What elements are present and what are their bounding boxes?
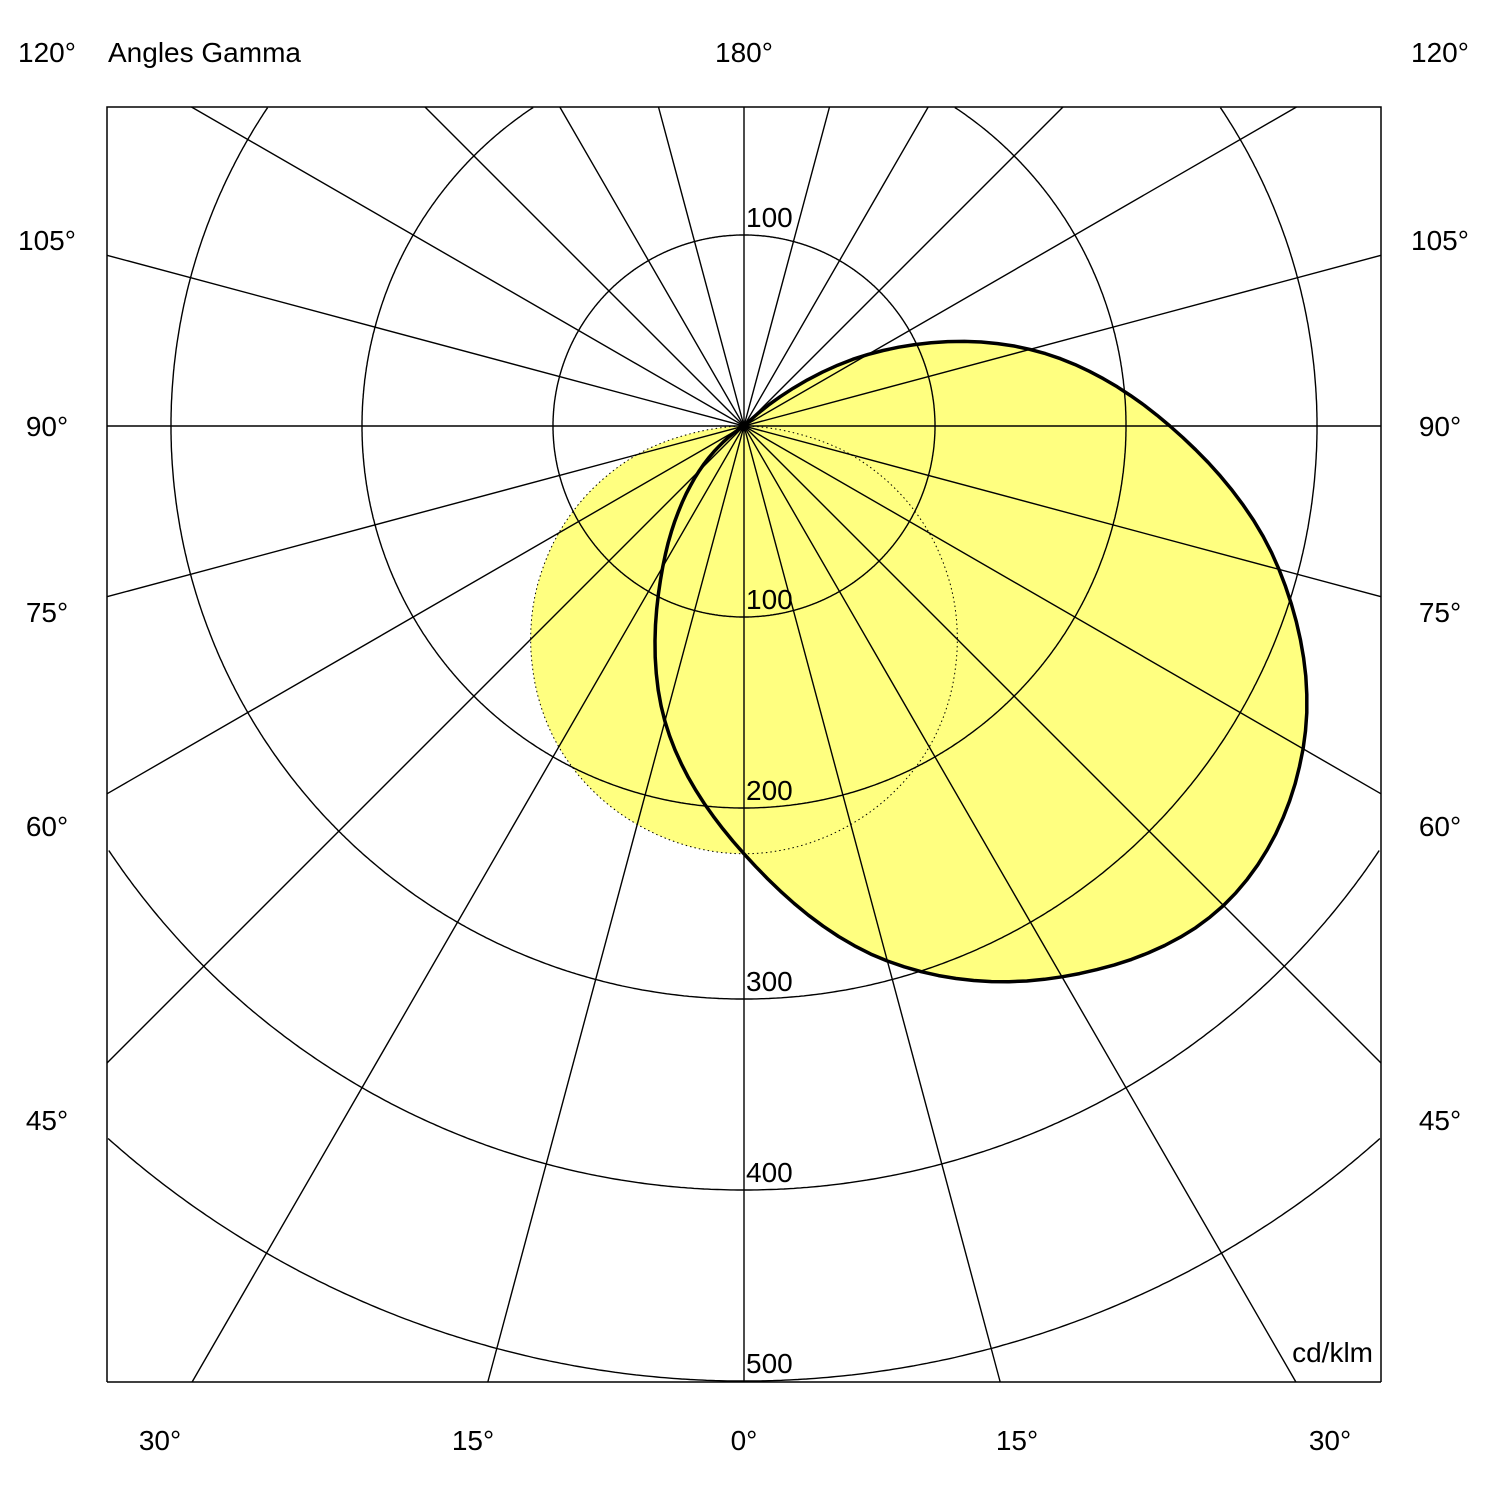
bottom-angle-label: 30° (1309, 1425, 1351, 1456)
bottom-angle-label: 15° (996, 1425, 1038, 1456)
circle-gridline-200 (361, 106, 1127, 809)
right-angle-label: 90° (1419, 411, 1461, 442)
radial-tick-label: 100 (746, 584, 793, 615)
radial-gridline-30 (559, 106, 1297, 1383)
bottom-angle-label: 15° (452, 1425, 494, 1456)
left-angle-label: 75° (26, 597, 68, 628)
chart-title: Angles Gamma (108, 37, 301, 68)
unit-label: cd/klm (1292, 1337, 1373, 1368)
bottom-angle-label: 0° (731, 1425, 758, 1456)
right-angle-label: 60° (1419, 811, 1461, 842)
circle-gridline-400 (108, 850, 1380, 1191)
radial-gridline-15 (657, 106, 1001, 1383)
left-angle-label: 90° (26, 411, 68, 442)
curve-fill-solid (655, 341, 1307, 982)
plot-frame (106, 106, 1382, 1382)
radial-gridline-60 (191, 106, 1382, 795)
right-angle-label: 120° (1411, 37, 1469, 68)
circle-gridline-500 (107, 1137, 1381, 1382)
circle-gridline-300 (170, 107, 1318, 1000)
left-angle-label: 60° (26, 811, 68, 842)
radial-tick-label-top: 100 (746, 202, 793, 233)
top-angle-label: 180° (715, 37, 773, 68)
radial-gridline-135 (106, 106, 1064, 1064)
circle-gridline-100 (552, 234, 936, 618)
right-angle-label: 45° (1419, 1105, 1461, 1136)
radial-tick-label: 500 (746, 1348, 793, 1379)
radial-gridline-150 (191, 106, 929, 1383)
right-angle-label: 75° (1419, 597, 1461, 628)
right-angle-label: 105° (1411, 225, 1469, 256)
radial-gridline-120 (106, 106, 1297, 795)
radial-tick-label: 400 (746, 1157, 793, 1188)
left-angle-label: 120° (18, 37, 76, 68)
radial-tick-label: 200 (746, 775, 793, 806)
radial-gridline-165 (487, 106, 831, 1383)
bottom-angle-label: 30° (139, 1425, 181, 1456)
left-angle-label: 105° (18, 225, 76, 256)
radial-tick-label: 300 (746, 966, 793, 997)
intensity-curve-solid (653, 339, 1309, 984)
radial-gridline-45 (424, 106, 1382, 1064)
left-angle-label: 45° (26, 1105, 68, 1136)
